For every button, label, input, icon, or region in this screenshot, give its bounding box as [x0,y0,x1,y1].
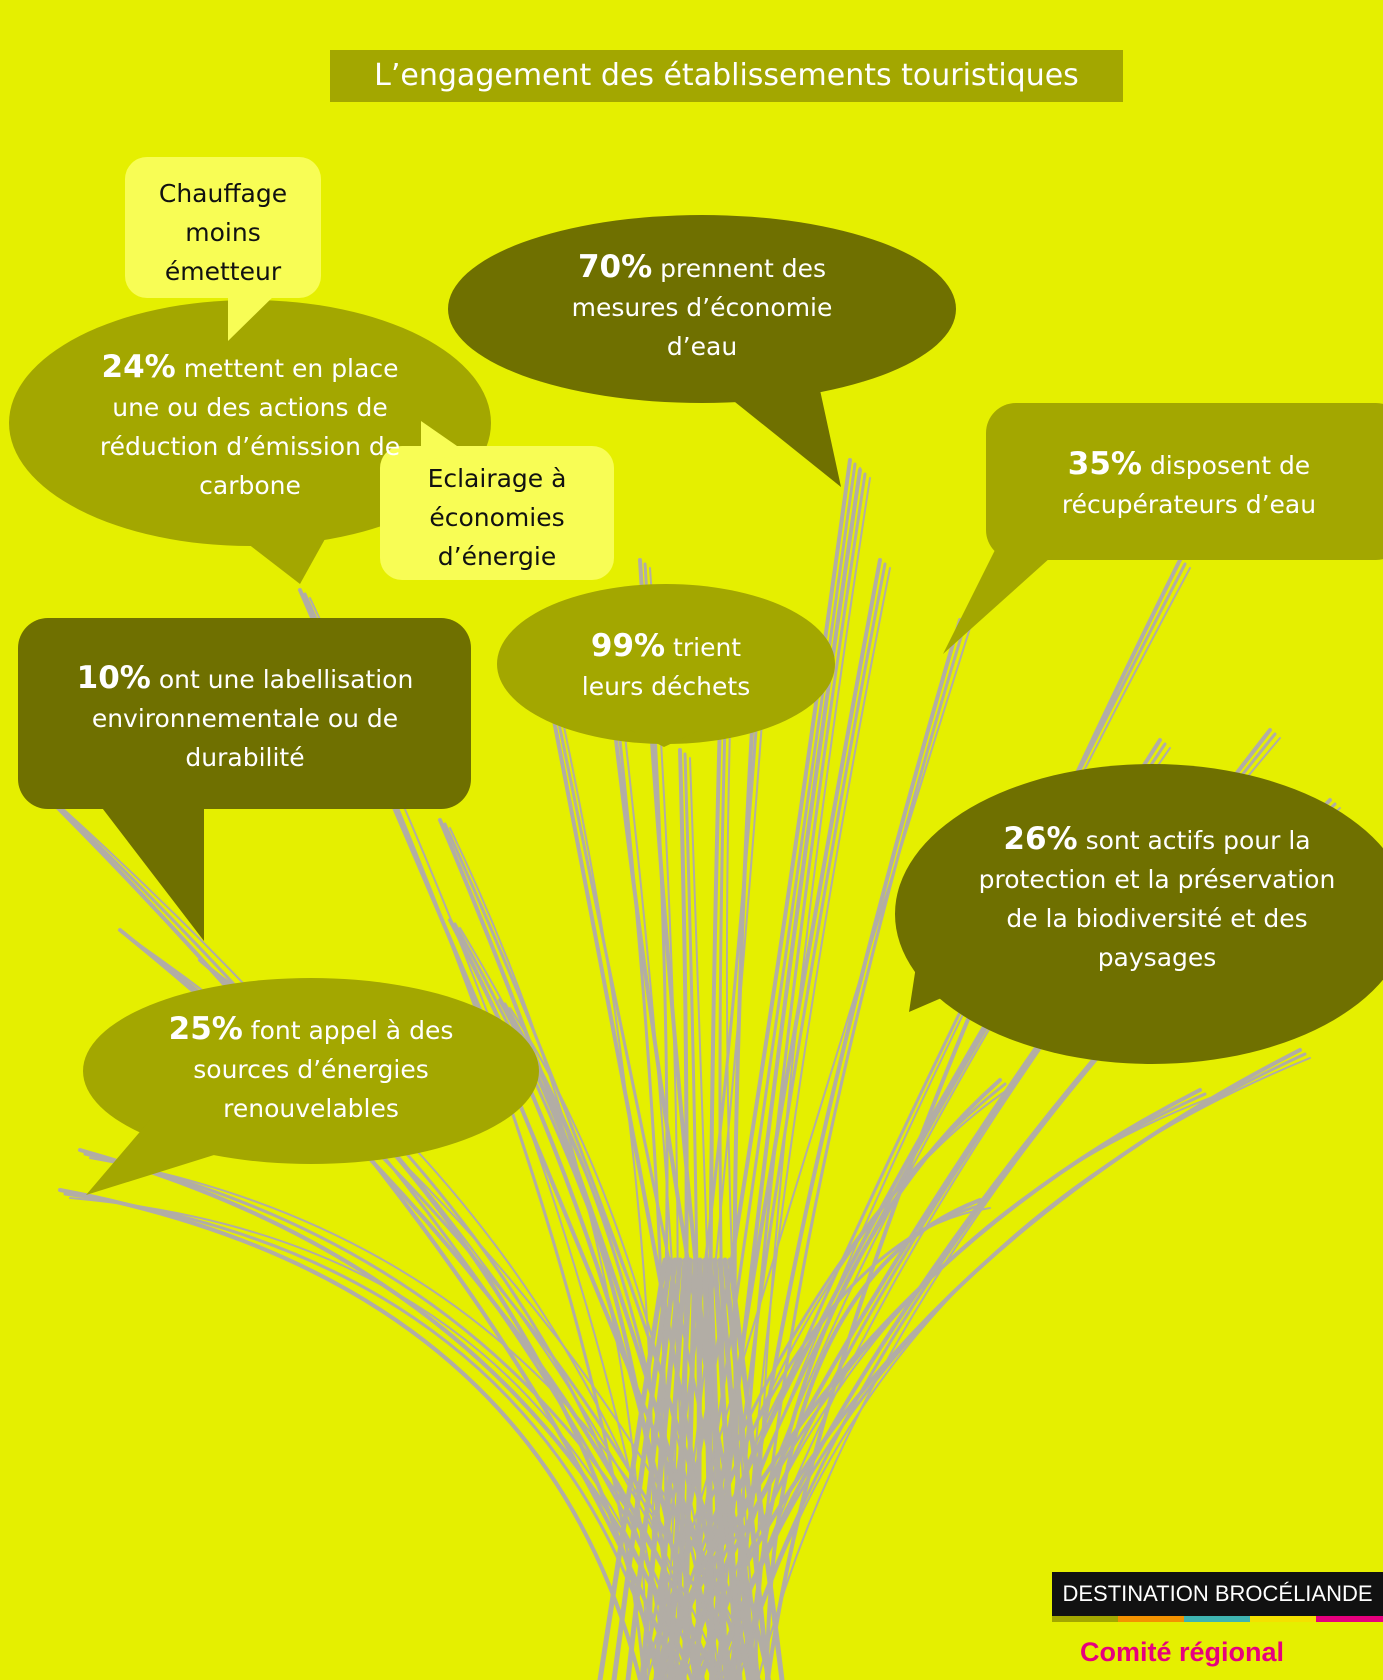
bubble-tail [86,1120,230,1195]
branch [738,1057,1311,1680]
branch [638,558,750,1680]
branch [681,1257,698,1680]
bubble-text: 35% disposent de récupérateurs d’eau [1034,445,1344,524]
percent: 70% [577,249,653,285]
bubble-35 [986,403,1383,560]
branch [653,1257,688,1680]
branch [695,1257,703,1680]
percent: 24% [101,349,176,385]
label: ont une labellisation environnementale o… [91,665,414,772]
branch [732,472,867,1680]
branch [727,1257,785,1680]
branch [722,1257,771,1680]
bubble-70 [448,215,956,403]
branch [89,1157,739,1680]
branch [63,1192,665,1680]
percent: 99% [590,628,666,664]
bubble-tail [943,540,1070,654]
branch [766,558,1182,1680]
branch [732,598,762,1680]
bubble-tail [96,800,204,941]
label: disposent de récupérateurs d’eau [1061,451,1317,519]
bubble-text: 10% ont une labellisation environnementa… [40,659,450,777]
branch [611,1257,673,1680]
bubble-text: 24% mettent en place une ou des actions … [85,348,415,505]
label: font appel à des sources d’énergies reno… [193,1016,454,1123]
bubble-10 [18,618,471,809]
bubble-text: 99% trient leurs déchets [561,627,771,706]
note-text: Eclairage à économies d’énergie [427,464,567,571]
title: L’engagement des établissements touristi… [330,50,1123,102]
bubbles [9,157,1383,1195]
bubble-99 [497,584,835,744]
branch [509,1007,721,1680]
bubble-25 [83,978,539,1164]
branch [625,1257,678,1680]
tree [28,458,1341,1680]
branch [707,1257,729,1680]
branch [83,1152,717,1680]
stripe [1250,1616,1316,1622]
branch [667,1257,693,1680]
stripe [1052,1616,1118,1622]
bubble-tail [720,390,841,487]
branch [712,1257,743,1680]
label: trient leurs déchets [581,633,751,701]
stripe [1184,1616,1250,1622]
bubble-tail [909,940,960,1012]
bubble-tail [630,730,700,747]
note-box [125,157,321,298]
branch [443,822,755,1680]
percent: 25% [168,1011,243,1047]
label: sont actifs pour la protection et la pré… [978,826,1336,972]
branch [659,562,1187,1680]
branch [58,1188,642,1680]
branch [755,477,871,1680]
bubble-tail [230,530,330,584]
bubble-26 [895,764,1383,1064]
label: mettent en place une ou des actions de r… [99,354,401,500]
note-tail [228,290,280,341]
brand-stripe [1052,1616,1383,1622]
branch [28,778,679,1680]
branch [503,1002,699,1680]
stripe [1118,1616,1184,1622]
stripe [1316,1616,1383,1622]
note-tail [421,421,470,460]
percent: 35% [1067,446,1142,482]
bubble-text: 26% sont actifs pour la protection et la… [977,820,1337,977]
bubble-24 [9,300,491,546]
branch [597,1257,668,1680]
branch [717,1257,757,1680]
label: prennent des mesures d’économie d’eau [571,254,833,361]
organization: Comité régional [1080,1637,1285,1667]
branch [702,1257,715,1680]
percent: 10% [76,660,151,696]
note-text: Chauffage moins émetteur [158,179,288,286]
percent: 26% [1003,821,1078,857]
bubble-text: 25% font appel à des sources d’énergies … [146,1010,476,1128]
brand: DESTINATION BROCÉLIANDE [1052,1572,1383,1616]
note-box [380,446,614,580]
branch [639,1257,683,1680]
bubble-text: 70% prennent des mesures d’économie d’ea… [547,248,857,366]
branch [78,1148,694,1680]
